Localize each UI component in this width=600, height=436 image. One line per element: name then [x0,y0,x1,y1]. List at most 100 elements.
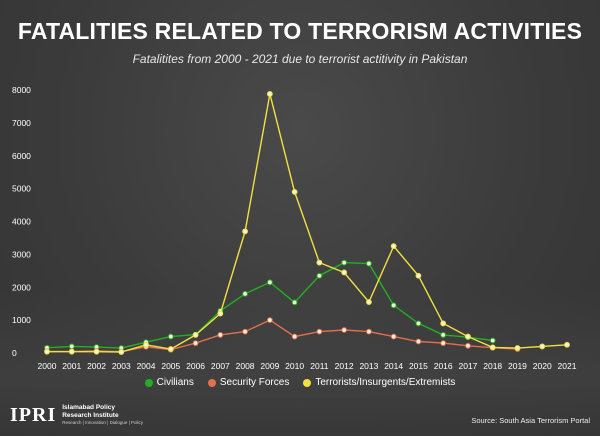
y-tick-label: 6000 [12,151,31,161]
x-tick-label: 2013 [359,361,378,371]
data-point-security-forces [465,342,471,349]
legend-label: Security Forces [219,377,290,388]
legend-label: Civilians [156,377,194,388]
data-point-terrorists-insurgents-extremists [118,349,125,355]
data-point-civilians [341,259,348,266]
data-point-terrorists-insurgents-extremists [539,343,546,350]
data-point-civilians [440,332,447,338]
x-tick-label: 2001 [62,361,81,371]
series-line-civilians [46,261,493,349]
legend-marker [303,378,312,387]
x-tick-label: 2006 [186,361,205,371]
data-point-terrorists-insurgents-extremists [390,243,397,250]
x-tick-label: 2011 [310,361,329,371]
data-point-terrorists-insurgents-extremists [291,189,298,195]
chart-legend: Civilians Security Forces Terrorists/Insur… [0,377,600,388]
data-point-security-forces [390,333,397,340]
y-tick-label: 0 [12,348,17,358]
data-point-terrorists-insurgents-extremists [93,348,100,355]
series-line-terrorists-insurgents-extremists [47,93,568,353]
data-point-security-forces [242,328,248,335]
x-tick-label: 2008 [236,361,255,371]
data-point-terrorists-insurgents-extremists [341,269,348,276]
data-point-terrorists-insurgents-extremists [440,320,447,327]
logo-mark: IPRI [10,404,57,426]
data-point-civilians [366,260,372,267]
x-tick-label: 2004 [137,361,156,371]
x-tick-label: 2005 [161,361,180,371]
legend-marker [207,378,216,387]
data-point-civilians [316,272,323,279]
data-point-security-forces [341,327,348,333]
data-point-terrorists-insurgents-extremists [217,310,224,317]
data-point-terrorists-insurgents-extremists [266,91,273,97]
logo-line1: Islamabad Policy [62,404,115,412]
data-point-terrorists-insurgents-extremists [514,345,521,351]
data-point-terrorists-insurgents-extremists [44,348,50,355]
data-point-civilians [291,299,298,306]
x-tick-label: 2003 [112,361,131,371]
data-point-security-forces [291,333,298,340]
source-note: Source: South Asia Terrorism Portal [471,416,590,425]
logo-line2: Research Institute [62,411,119,419]
data-point-terrorists-insurgents-extremists [366,299,372,305]
y-tick-label: 2000 [12,282,31,292]
data-point-terrorists-insurgents-extremists [192,332,199,338]
x-tick-label: 2018 [483,361,502,371]
data-point-civilians [266,279,273,286]
data-point-terrorists-insurgents-extremists [489,344,496,351]
x-tick-label: 2017 [458,361,477,371]
data-point-terrorists-insurgents-extremists [143,341,149,348]
legend-item-security-forces: Security Forces [207,377,290,388]
legend-marker [144,378,153,387]
page-subtitle: Fatalitites from 2000 - 2021 due to terr… [132,52,468,66]
data-point-civilians [415,320,422,327]
legend-item-terrorists-insurgents-extremists: Terrorists/Insurgents/Extremists [303,377,455,388]
data-point-civilians [68,343,75,350]
data-point-terrorists-insurgents-extremists [68,348,75,355]
data-point-security-forces [366,328,372,335]
data-point-terrorists-insurgents-extremists [167,346,174,352]
data-point-civilians [489,337,496,344]
data-point-terrorists-insurgents-extremists [242,228,248,235]
x-tick-label: 2021 [558,361,577,371]
ipri-logo: IPRI Islamabad Policy Research Institute… [10,404,143,427]
x-tick-label: 2015 [409,361,428,371]
data-point-security-forces [316,328,323,335]
page-title: FATALITIES RELATED TO TERRORISM ACTIVITI… [17,18,583,44]
y-tick-label: 7000 [12,118,31,128]
data-point-civilians [167,333,174,340]
x-tick-label: 2020 [533,361,552,371]
data-point-security-forces [192,340,199,347]
y-tick-label: 8000 [12,85,31,95]
x-tick-label: 2010 [285,361,304,371]
x-tick-label: 2019 [508,361,527,371]
x-tick-label: 2002 [87,361,106,371]
data-point-security-forces [415,338,422,345]
background-mountains [0,286,600,436]
data-point-civilians [242,290,248,297]
y-tick-label: 4000 [12,217,31,227]
logo-text: Islamabad Policy Research Institute Rese… [62,404,143,427]
y-tick-label: 3000 [12,249,31,259]
data-point-terrorists-insurgents-extremists [465,333,471,340]
x-tick-label: 2000 [38,361,57,371]
x-tick-label: 2012 [335,361,354,371]
data-point-terrorists-insurgents-extremists [415,272,422,279]
x-tick-label: 2007 [211,361,230,371]
logo-tagline: Research | Innovation | Dialogue | Polic… [62,420,144,426]
x-tick-label: 2014 [384,361,403,371]
data-point-security-forces [217,332,224,338]
x-tick-label: 2009 [260,361,279,371]
data-point-terrorists-insurgents-extremists [564,341,570,348]
data-point-security-forces [266,317,273,324]
legend-label: Terrorists/Insurgents/Extremists [315,377,456,388]
data-point-civilians [390,302,397,309]
legend-item-civilians: Civilians [144,377,194,388]
y-tick-label: 1000 [12,315,31,325]
data-point-security-forces [440,340,447,347]
x-tick-label: 2016 [434,361,453,371]
y-tick-label: 5000 [12,184,31,194]
data-point-terrorists-insurgents-extremists [316,259,323,266]
